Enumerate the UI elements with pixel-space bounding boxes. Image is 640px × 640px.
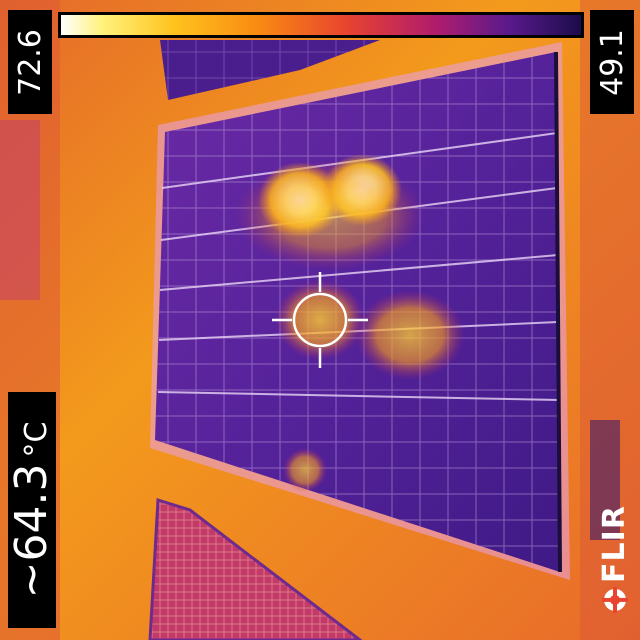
spot-temperature-unit: °C bbox=[19, 421, 54, 458]
scale-min-label: 49.1 bbox=[590, 10, 634, 114]
flir-logo: FLIR bbox=[596, 492, 634, 626]
flir-brand-text: FLIR bbox=[597, 505, 632, 583]
solar-panel bbox=[150, 42, 570, 580]
scale-max-label: 72.6 bbox=[8, 10, 52, 114]
spot-meter-crosshair bbox=[272, 272, 368, 368]
spot-temperature-value: ~64.3 bbox=[6, 463, 57, 599]
scale-max-value: 72.6 bbox=[12, 28, 48, 96]
lower-panel bbox=[148, 497, 363, 640]
flir-flame-icon bbox=[602, 586, 628, 613]
spot-temperature-readout: ~64.3 °C bbox=[6, 392, 57, 628]
temperature-scale-bar bbox=[58, 12, 584, 38]
upper-panel bbox=[160, 40, 380, 100]
scale-min-value: 49.1 bbox=[594, 28, 630, 96]
